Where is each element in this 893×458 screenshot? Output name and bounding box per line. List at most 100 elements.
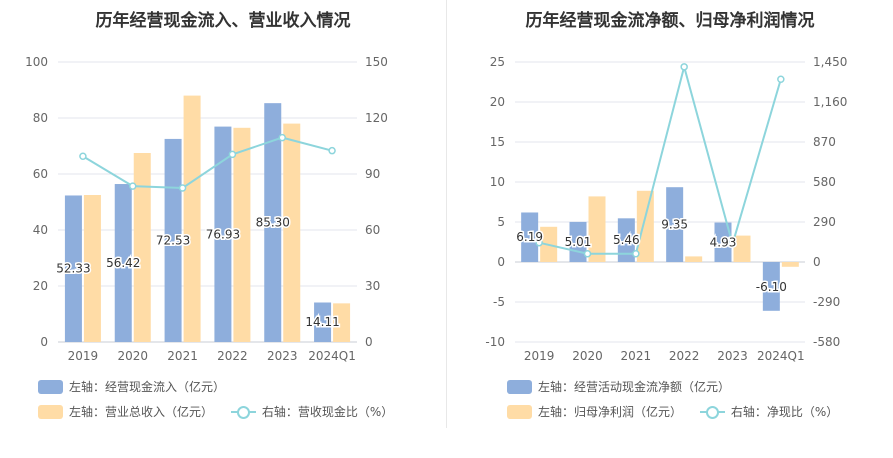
legend-swatch [507, 404, 532, 419]
legend-label: 左轴：归母净利润（亿元） [538, 405, 683, 419]
chart-title: 历年经营现金流入、营业收入情况 [95, 11, 351, 31]
chart-plot: -10 -5 0 5 10 15 20 25 -580 -290 0 290 580 870 1,160 1,… [485, 55, 847, 363]
legend: 左轴：经营现金流入（亿元） [38, 378, 239, 397]
bar-primary [214, 126, 232, 342]
data-label: 14.11 [305, 315, 339, 329]
data-label: 85.30 [256, 216, 290, 230]
data-label: 52.33 [56, 262, 90, 276]
bar-primary [666, 187, 684, 262]
series-line [82, 136, 333, 190]
bar-secondary [636, 190, 654, 262]
bar-secondary [83, 195, 101, 342]
bar-secondary [233, 127, 251, 342]
y-left-tick-label: -10 [485, 335, 505, 349]
legend-label: 左轴：经营现金流入（亿元） [69, 380, 226, 394]
y-left-tick-label: 5 [497, 215, 505, 229]
bar-secondary [685, 256, 703, 262]
bar-secondary [183, 95, 201, 342]
bar-primary [264, 103, 282, 342]
series-point [583, 249, 592, 258]
y-right-tick-label: 120 [365, 111, 388, 125]
y-left-tick-label: 60 [33, 167, 48, 181]
series-point [178, 184, 187, 192]
y-left-tick-label: 25 [490, 55, 505, 69]
legend-item[interactable]: 右轴：营收现金比（%） [230, 403, 394, 420]
x-tick-label: 2021 [167, 349, 198, 363]
x-tick-label: 2019 [68, 349, 99, 363]
legend-label: 左轴：营业总收入（亿元） [69, 405, 214, 419]
x-tick-label: 2019 [524, 349, 555, 363]
bar-secondary [733, 235, 751, 262]
legend-label: 左轴：经营活动现金流净额（亿元） [538, 380, 731, 394]
data-label: 9.35 [661, 218, 688, 232]
bar-primary [64, 195, 82, 342]
y-right-tick-label: 30 [365, 279, 380, 293]
x-tick-label: 2022 [669, 349, 700, 363]
x-tick-label: 2024Q1 [757, 349, 805, 363]
data-label: 5.01 [565, 235, 592, 249]
y-left-tick-label: 10 [490, 175, 505, 189]
chart-title: 历年经营现金流净额、归母净利润情况 [525, 11, 815, 31]
legend-swatch [38, 404, 63, 419]
bar-secondary [133, 153, 151, 342]
y-left-tick-label: 0 [40, 335, 48, 349]
y-right-tick-label: 870 [813, 135, 836, 149]
series-point [632, 249, 640, 258]
y-right-tick-label: 290 [813, 215, 836, 229]
legend-item[interactable]: 左轴：营业总收入（亿元） [38, 403, 213, 420]
y-left-tick-label: 20 [33, 279, 48, 293]
legend: 左轴：归母净利润（亿元） 右轴：净现比（%） [507, 403, 852, 422]
series-line [538, 62, 782, 255]
y-right-tick-label: 90 [365, 167, 380, 181]
y-right-tick-label: 0 [365, 335, 373, 349]
x-tick-label: 2023 [717, 349, 748, 363]
series-point [777, 75, 785, 83]
data-label: 4.93 [710, 235, 737, 249]
series-point [79, 152, 87, 161]
bar-primary [762, 262, 780, 311]
panel-divider [446, 0, 447, 428]
y-left-tick-label: 0 [497, 255, 505, 269]
data-label: 6.19 [516, 230, 543, 244]
chart-plot: 0 20 40 60 80 100 0 30 60 90 120 150 2019 2020 2021 202… [25, 55, 388, 363]
chart-panel-netcash-profit: 历年经营现金流净额、归母净利润情况 -10 -5 0 5 10 15 20 25 -580 -29… [447, 0, 893, 458]
legend-item[interactable]: 左轴：经营活动现金流净额（亿元） [507, 378, 730, 395]
legend-swatch [699, 405, 725, 419]
data-label: 76.93 [206, 227, 240, 241]
legend-item[interactable]: 左轴：归母净利润（亿元） [507, 403, 682, 420]
y-right-tick-label: 150 [365, 55, 388, 69]
series-point [728, 240, 737, 248]
chart-panel-cashflow-revenue: 历年经营现金流入、营业收入情况 0 20 40 60 80 100 0 30 60 90 120 15… [0, 0, 446, 458]
legend-swatch [38, 379, 63, 394]
legend-swatch [230, 405, 256, 419]
y-right-tick-label: 1,450 [813, 55, 847, 69]
legend: 左轴：营业总收入（亿元） 右轴：营收现金比（%） [38, 403, 407, 422]
x-tick-label: 2020 [572, 349, 603, 363]
data-label: 72.53 [156, 233, 190, 247]
bar-secondary [283, 123, 301, 342]
bar-secondary [333, 303, 351, 342]
bar-primary [114, 184, 132, 342]
x-tick-label: 2020 [117, 349, 148, 363]
y-left-tick-label: 80 [33, 111, 48, 125]
series-point [535, 238, 543, 247]
legend-item[interactable]: 左轴：经营现金流入（亿元） [38, 378, 225, 395]
legend-item[interactable]: 右轴：净现比（%） [699, 403, 838, 420]
y-left-tick-label: 100 [25, 55, 48, 69]
legend-label: 右轴：营收现金比（%） [261, 405, 394, 419]
y-right-tick-label: 60 [365, 223, 380, 237]
y-right-tick-label: 1,160 [813, 95, 847, 109]
bar-primary [617, 218, 635, 262]
bar-primary [714, 222, 732, 262]
y-right-tick-label: -290 [813, 295, 840, 309]
x-tick-label: 2024Q1 [308, 349, 356, 363]
series-point [328, 146, 336, 155]
data-label: -6.10 [756, 280, 787, 294]
y-left-tick-label: 15 [490, 135, 505, 149]
y-left-tick-label: -5 [493, 295, 505, 309]
x-tick-label: 2023 [267, 349, 298, 363]
legend: 左轴：经营活动现金流净额（亿元） [507, 378, 744, 397]
bar-secondary [781, 262, 799, 267]
series-point [129, 182, 137, 190]
bar-primary [521, 212, 539, 262]
